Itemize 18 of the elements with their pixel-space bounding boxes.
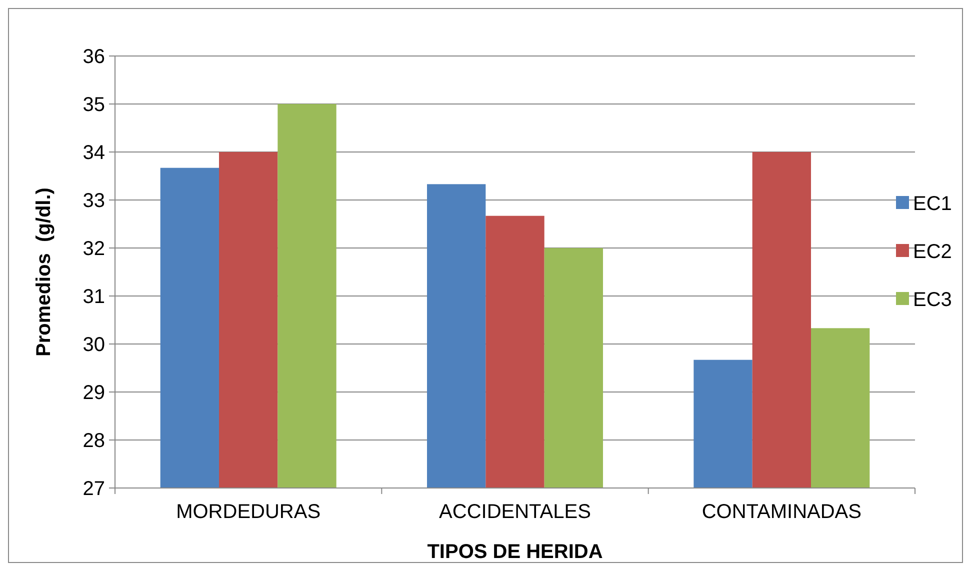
y-tick-label: 32	[82, 238, 105, 260]
x-tick-label: ACCIDENTALES	[439, 501, 591, 523]
legend-label: EC2	[913, 241, 952, 263]
y-tick-label: 28	[82, 430, 105, 452]
y-tick-label: 36	[82, 46, 105, 68]
y-tick-label: 27	[82, 478, 105, 500]
y-tick-label: 31	[82, 286, 105, 308]
y-tick-label: 34	[82, 142, 105, 164]
y-tick-label: 35	[82, 94, 105, 116]
y-tick-label: 30	[82, 334, 105, 356]
legend-label: EC1	[913, 193, 952, 215]
y-tick-label: 29	[82, 382, 105, 404]
legend-label: EC3	[913, 289, 952, 311]
x-tick-label: CONTAMINADAS	[702, 501, 862, 523]
x-tick-label: MORDEDURAS	[176, 501, 321, 523]
y-tick-label: 33	[82, 190, 105, 212]
x-axis-title: TIPOS DE HERIDA	[427, 541, 603, 563]
y-axis-title: Promedios (g/dl.)	[33, 188, 55, 356]
